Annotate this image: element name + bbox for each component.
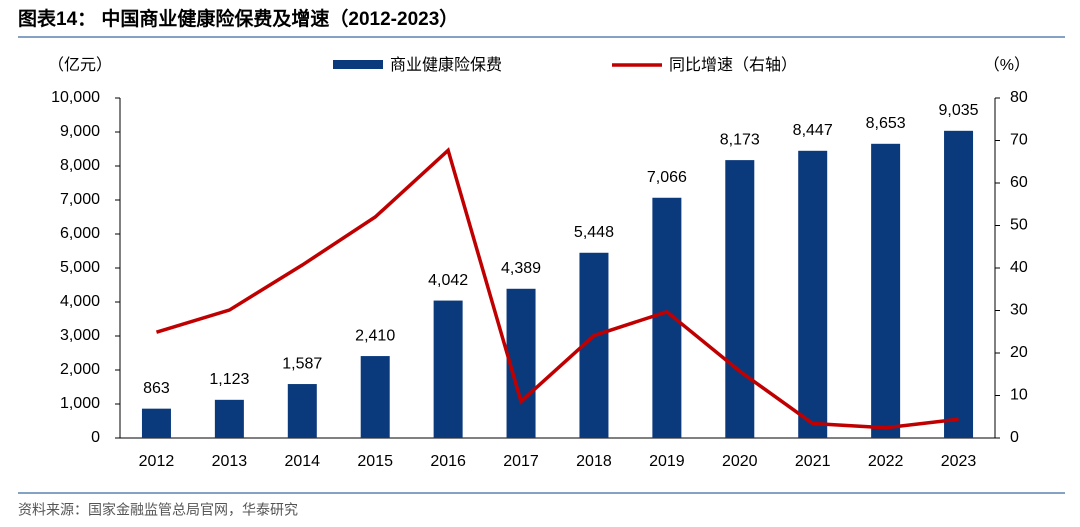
bar <box>287 384 317 438</box>
bar <box>214 399 244 438</box>
y2-tick-label: 10 <box>1010 387 1028 404</box>
bar <box>433 300 463 438</box>
data-label: 7,066 <box>647 169 687 186</box>
x-tick-label: 2012 <box>139 453 175 470</box>
x-tick-label: 2019 <box>649 453 685 470</box>
y-tick-label: 5,000 <box>60 259 100 276</box>
data-label: 4,389 <box>501 260 541 277</box>
y2-axis-label: （%） <box>984 56 1030 74</box>
chart-title: 图表14： 中国商业健康险保费及增速（2012-2023） <box>18 7 458 30</box>
x-tick-label: 2016 <box>430 453 466 470</box>
data-label: 5,448 <box>574 224 614 241</box>
data-label: 8,173 <box>720 131 760 148</box>
source: 资料来源：国家金融监管总局官网，华泰研究 <box>18 502 298 518</box>
data-label: 4,042 <box>428 272 468 289</box>
y-tick-label: 1,000 <box>60 395 100 412</box>
y2-tick-label: 70 <box>1010 132 1028 149</box>
x-tick-label: 2017 <box>503 453 539 470</box>
line <box>155 147 959 430</box>
data-label: 8,447 <box>793 122 833 139</box>
y-tick-label: 8,000 <box>60 157 100 174</box>
y-tick-label: 6,000 <box>60 225 100 242</box>
y2-tick-label: 80 <box>1010 89 1028 106</box>
x-tick-label: 2022 <box>868 453 904 470</box>
y2-tick-label: 40 <box>1010 259 1028 276</box>
x-tick-label: 2018 <box>576 453 612 470</box>
y-axis-label: （亿元） <box>48 56 112 74</box>
bar <box>871 143 901 438</box>
y2-tick-label: 0 <box>1010 429 1019 446</box>
legend-label: 同比增速（右轴） <box>669 56 797 74</box>
y2-tick-label: 20 <box>1010 344 1028 361</box>
data-label: 863 <box>143 380 170 397</box>
x-tick-label: 2020 <box>722 453 758 470</box>
bar <box>725 160 755 439</box>
x-tick-label: 2014 <box>284 453 320 470</box>
y2-tick-label: 30 <box>1010 302 1028 319</box>
y-tick-label: 3,000 <box>60 327 100 344</box>
y2-tick-label: 60 <box>1010 174 1028 191</box>
legend-swatch <box>333 60 383 69</box>
data-label: 2,410 <box>355 327 395 344</box>
x-tick-label: 2021 <box>795 453 831 470</box>
x-tick-label: 2023 <box>941 453 977 470</box>
bar <box>944 130 974 438</box>
y-tick-label: 2,000 <box>60 361 100 378</box>
x-tick-label: 2013 <box>212 453 248 470</box>
y-tick-label: 7,000 <box>60 191 100 208</box>
data-label: 1,123 <box>209 371 249 388</box>
legend-label: 商业健康险保费 <box>390 56 502 74</box>
bar <box>141 408 171 438</box>
x-tick-label: 2015 <box>357 453 393 470</box>
y-tick-label: 4,000 <box>60 293 100 310</box>
y2-tick-label: 50 <box>1010 217 1028 234</box>
bar <box>798 150 828 438</box>
y-tick-label: 9,000 <box>60 123 100 140</box>
data-label: 9,035 <box>939 102 979 119</box>
y-tick-label: 0 <box>91 429 100 446</box>
data-label: 1,587 <box>282 355 322 372</box>
y-tick-label: 10,000 <box>51 89 100 106</box>
data-label: 8,653 <box>866 115 906 132</box>
bar <box>360 356 390 438</box>
